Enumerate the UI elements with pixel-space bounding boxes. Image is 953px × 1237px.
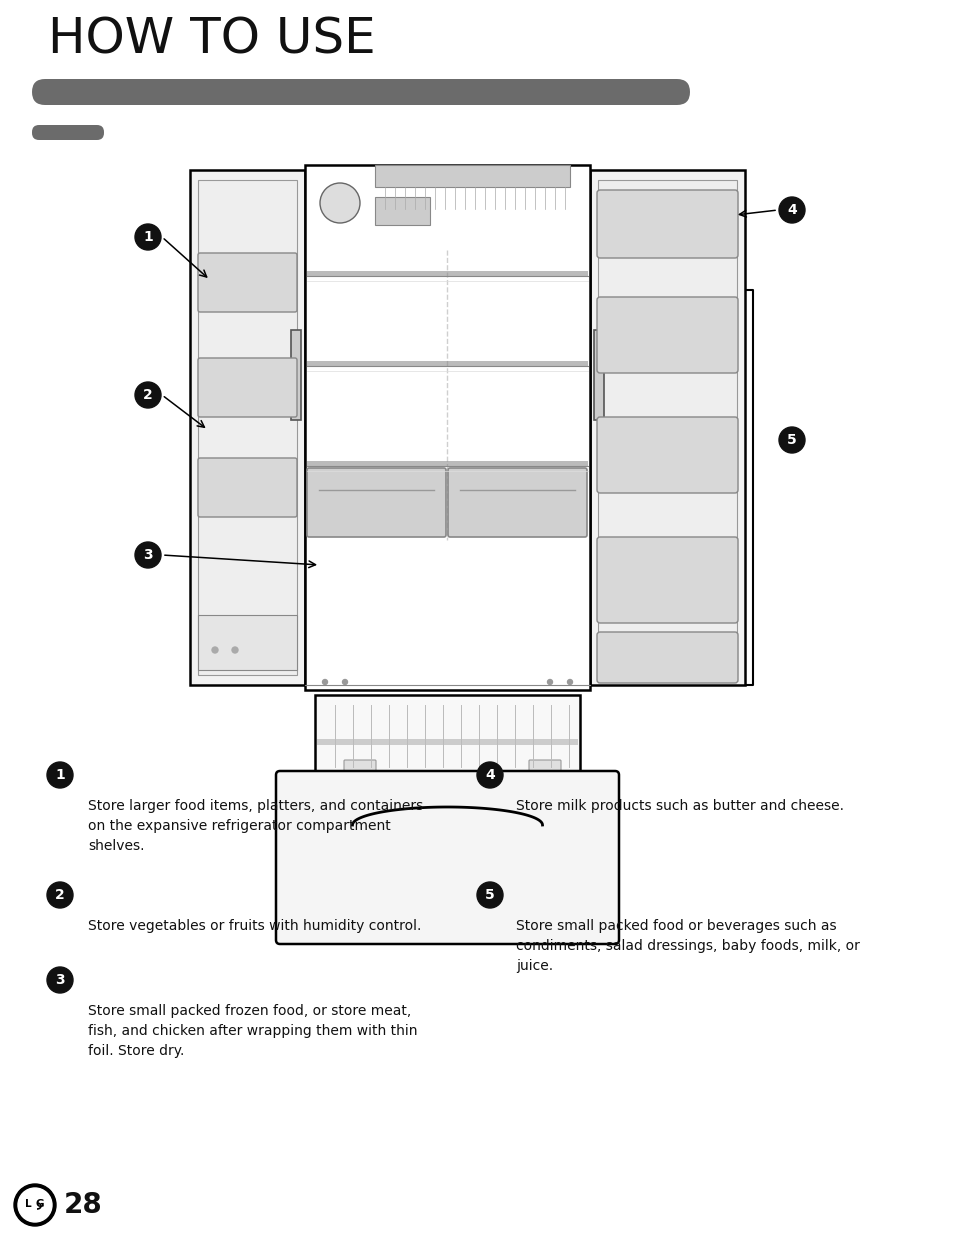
Text: 4: 4: [485, 768, 495, 782]
FancyBboxPatch shape: [307, 468, 446, 537]
Circle shape: [476, 882, 502, 908]
Bar: [598, 181, 737, 675]
Circle shape: [232, 647, 237, 653]
Text: 1: 1: [143, 230, 152, 244]
Bar: [190, 169, 305, 685]
Text: HOW TO USE: HOW TO USE: [48, 15, 375, 63]
Text: 28: 28: [64, 1191, 103, 1218]
Circle shape: [779, 427, 804, 453]
FancyBboxPatch shape: [597, 190, 738, 259]
Text: Store vegetables or fruits with humidity control.: Store vegetables or fruits with humidity…: [88, 919, 421, 933]
Bar: [307, 461, 587, 466]
Bar: [305, 165, 589, 690]
Text: 3: 3: [55, 974, 65, 987]
FancyBboxPatch shape: [198, 458, 296, 517]
Text: 1: 1: [55, 768, 65, 782]
Circle shape: [322, 679, 327, 684]
Bar: [375, 197, 430, 225]
Bar: [307, 361, 587, 366]
Bar: [589, 169, 744, 685]
Bar: [375, 165, 569, 187]
Circle shape: [342, 679, 347, 684]
FancyBboxPatch shape: [198, 254, 296, 312]
Bar: [291, 330, 301, 421]
Text: 4: 4: [786, 203, 796, 216]
Circle shape: [14, 1184, 56, 1226]
Circle shape: [476, 762, 502, 788]
Text: 3: 3: [143, 548, 152, 562]
FancyBboxPatch shape: [198, 357, 296, 417]
Text: Store small packed food or beverages such as
condiments, salad dressings, baby f: Store small packed food or beverages suc…: [516, 919, 859, 974]
FancyBboxPatch shape: [597, 297, 738, 374]
Bar: [198, 181, 296, 675]
Bar: [594, 330, 603, 421]
FancyBboxPatch shape: [275, 771, 618, 944]
FancyBboxPatch shape: [32, 125, 104, 140]
Circle shape: [47, 967, 73, 993]
Circle shape: [547, 679, 552, 684]
Circle shape: [18, 1188, 52, 1222]
Bar: [198, 615, 296, 670]
Circle shape: [135, 224, 161, 250]
FancyBboxPatch shape: [597, 537, 738, 623]
Text: 5: 5: [786, 433, 796, 447]
Bar: [314, 695, 579, 776]
Circle shape: [212, 647, 218, 653]
Text: Store small packed frozen food, or store meat,
fish, and chicken after wrapping : Store small packed frozen food, or store…: [88, 1004, 417, 1058]
FancyBboxPatch shape: [344, 760, 375, 774]
Text: 2: 2: [143, 388, 152, 402]
Circle shape: [47, 882, 73, 908]
Text: Store milk products such as butter and cheese.: Store milk products such as butter and c…: [516, 799, 843, 813]
Circle shape: [779, 197, 804, 223]
Text: Store larger food items, platters, and containers
on the expansive refrigerator : Store larger food items, platters, and c…: [88, 799, 423, 854]
Circle shape: [135, 542, 161, 568]
Bar: [307, 271, 587, 276]
FancyBboxPatch shape: [32, 79, 689, 105]
FancyBboxPatch shape: [448, 468, 586, 537]
Circle shape: [319, 183, 359, 223]
Circle shape: [47, 762, 73, 788]
Circle shape: [135, 382, 161, 408]
FancyBboxPatch shape: [597, 417, 738, 494]
FancyBboxPatch shape: [529, 760, 560, 774]
Circle shape: [567, 679, 572, 684]
Text: L: L: [26, 1199, 32, 1209]
FancyBboxPatch shape: [597, 632, 738, 683]
Text: 5: 5: [485, 888, 495, 902]
Text: G: G: [36, 1199, 45, 1209]
Text: 2: 2: [55, 888, 65, 902]
Bar: [316, 738, 578, 745]
